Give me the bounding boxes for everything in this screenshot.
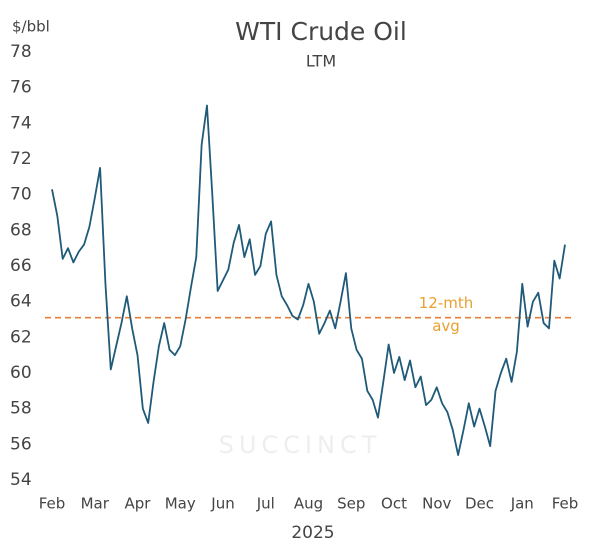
price-line	[51, 104, 566, 456]
y-tick-label: 58	[10, 399, 32, 419]
x-tick-label: Mar	[81, 495, 110, 513]
y-tick-label: 60	[10, 363, 32, 383]
average-label: 12-mth	[419, 294, 474, 312]
y-tick-label: 56	[10, 434, 32, 454]
x-tick-label: Feb	[552, 495, 579, 513]
y-tick-label: 78	[10, 42, 32, 62]
watermark: SUCCINCT	[219, 431, 382, 459]
x-tick-label: Jun	[210, 495, 234, 513]
x-tick-label: May	[165, 495, 196, 513]
y-tick-label: 62	[10, 327, 32, 347]
y-axis-label: $/bbl	[12, 18, 50, 36]
x-tick-label: Jul	[256, 495, 275, 513]
x-tick-label: Jan	[510, 495, 534, 513]
y-tick-label: 68	[10, 220, 32, 240]
y-tick-label: 76	[10, 78, 32, 98]
y-tick-label: 64	[10, 292, 32, 312]
x-tick-label: Oct	[381, 495, 407, 513]
x-tick-label: Feb	[39, 495, 66, 513]
y-tick-label: 54	[10, 470, 32, 490]
x-axis-label: 2025	[291, 523, 334, 543]
average-label: avg	[432, 317, 460, 335]
y-tick-label: 72	[10, 149, 32, 169]
y-tick-label: 66	[10, 256, 32, 276]
y-tick-label: 74	[10, 113, 32, 133]
y-tick-label: 70	[10, 185, 32, 205]
x-tick-label: Apr	[125, 495, 152, 513]
x-tick-label: Dec	[465, 495, 494, 513]
x-tick-label: Sep	[337, 495, 365, 513]
x-tick-label: Aug	[294, 495, 323, 513]
chart-title: WTI Crude Oil	[235, 17, 407, 46]
x-tick-label: Nov	[422, 495, 451, 513]
chart-subtitle: LTM	[306, 52, 336, 71]
